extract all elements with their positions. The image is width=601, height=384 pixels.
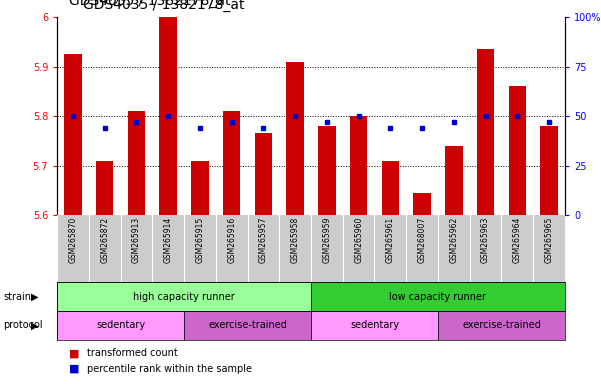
Text: GSM265915: GSM265915	[195, 217, 204, 263]
Bar	[540, 126, 558, 215]
Text: GSM265964: GSM265964	[513, 217, 522, 263]
Text: GSM265958: GSM265958	[291, 217, 300, 263]
Bar	[96, 161, 114, 215]
Bar	[413, 193, 431, 215]
Text: GSM265914: GSM265914	[163, 217, 172, 263]
Bar	[438, 311, 565, 340]
Bar	[57, 282, 311, 311]
Text: GSM265913: GSM265913	[132, 217, 141, 263]
Bar	[128, 111, 145, 215]
Text: low capacity runner: low capacity runner	[389, 291, 486, 302]
Bar	[255, 134, 272, 215]
Text: transformed count: transformed count	[87, 348, 178, 358]
Bar	[445, 146, 463, 215]
Text: strain: strain	[3, 291, 31, 302]
Text: GDS4035 / 1382178_at: GDS4035 / 1382178_at	[82, 0, 244, 12]
Text: exercise-trained: exercise-trained	[462, 320, 541, 331]
Text: GSM265870: GSM265870	[69, 217, 78, 263]
Bar	[311, 282, 565, 311]
Bar	[311, 311, 438, 340]
Bar	[159, 17, 177, 215]
Bar	[508, 86, 526, 215]
Text: GSM265965: GSM265965	[545, 217, 554, 263]
Text: percentile rank within the sample: percentile rank within the sample	[87, 364, 252, 374]
Text: high capacity runner: high capacity runner	[133, 291, 235, 302]
Bar	[287, 62, 304, 215]
Text: GSM265961: GSM265961	[386, 217, 395, 263]
Text: GSM265957: GSM265957	[259, 217, 268, 263]
Text: GSM265963: GSM265963	[481, 217, 490, 263]
Bar	[318, 126, 335, 215]
Bar	[191, 161, 209, 215]
Text: ■: ■	[69, 364, 79, 374]
Text: GSM268007: GSM268007	[418, 217, 427, 263]
Bar	[57, 311, 184, 340]
Text: sedentary: sedentary	[96, 320, 145, 331]
Text: GSM265959: GSM265959	[322, 217, 331, 263]
Text: protocol: protocol	[3, 320, 43, 331]
Text: sedentary: sedentary	[350, 320, 399, 331]
Bar	[64, 55, 82, 215]
Text: GSM265872: GSM265872	[100, 217, 109, 263]
Text: GSM265960: GSM265960	[354, 217, 363, 263]
Bar	[350, 116, 367, 215]
Text: GDS4035 / 1382178_at: GDS4035 / 1382178_at	[69, 0, 231, 8]
Bar	[223, 111, 240, 215]
Text: ▶: ▶	[31, 320, 38, 331]
Text: ▶: ▶	[31, 291, 38, 302]
Bar	[184, 311, 311, 340]
Text: ■: ■	[69, 348, 79, 358]
Text: GSM265916: GSM265916	[227, 217, 236, 263]
Text: GSM265962: GSM265962	[450, 217, 459, 263]
Text: exercise-trained: exercise-trained	[208, 320, 287, 331]
Bar	[477, 50, 494, 215]
Bar	[382, 161, 399, 215]
